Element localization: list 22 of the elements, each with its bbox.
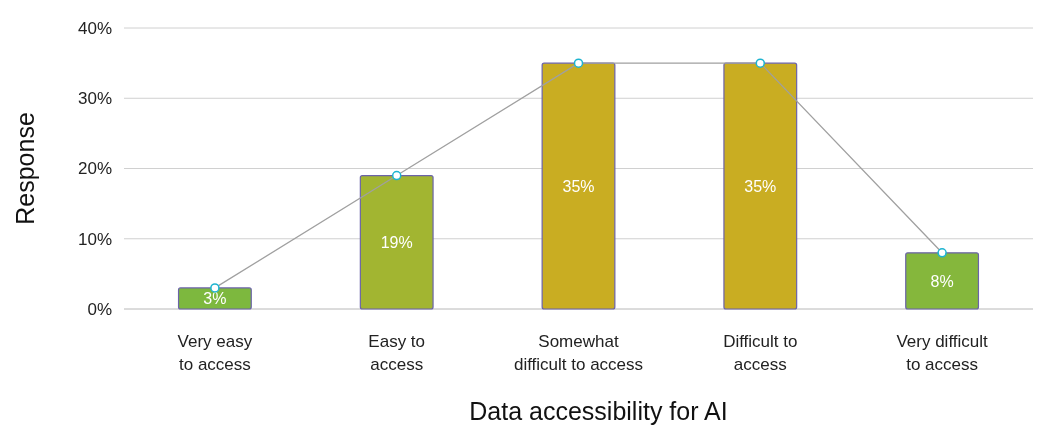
y-tick-label: 20% — [77, 159, 112, 179]
data-label: 3% — [203, 290, 227, 308]
x-tick-label: Somewhat difficult to access — [513, 332, 644, 374]
bar — [359, 174, 434, 310]
x-tick-label: Difficult to access — [723, 332, 798, 374]
bar — [723, 62, 798, 310]
y-tick-label: 40% — [77, 18, 112, 38]
x-axis-title: Data accessibility for AI — [469, 397, 728, 425]
data-label: 35% — [562, 178, 595, 196]
bar — [177, 287, 252, 310]
x-tick-label: Very difficult to access — [896, 332, 989, 374]
data-label: 35% — [744, 178, 777, 196]
y-tick-label: 10% — [77, 229, 112, 249]
y-tick-label: 0% — [87, 299, 112, 319]
x-tick-label: Very easy to access — [177, 332, 253, 374]
data-label: 8% — [930, 272, 954, 290]
bar — [541, 62, 616, 310]
y-tick-label: 30% — [77, 89, 112, 109]
bar — [905, 252, 980, 310]
y-axis-title: Response — [11, 112, 39, 225]
data-label: 19% — [380, 234, 413, 252]
x-tick-label: Easy to access — [368, 332, 426, 374]
